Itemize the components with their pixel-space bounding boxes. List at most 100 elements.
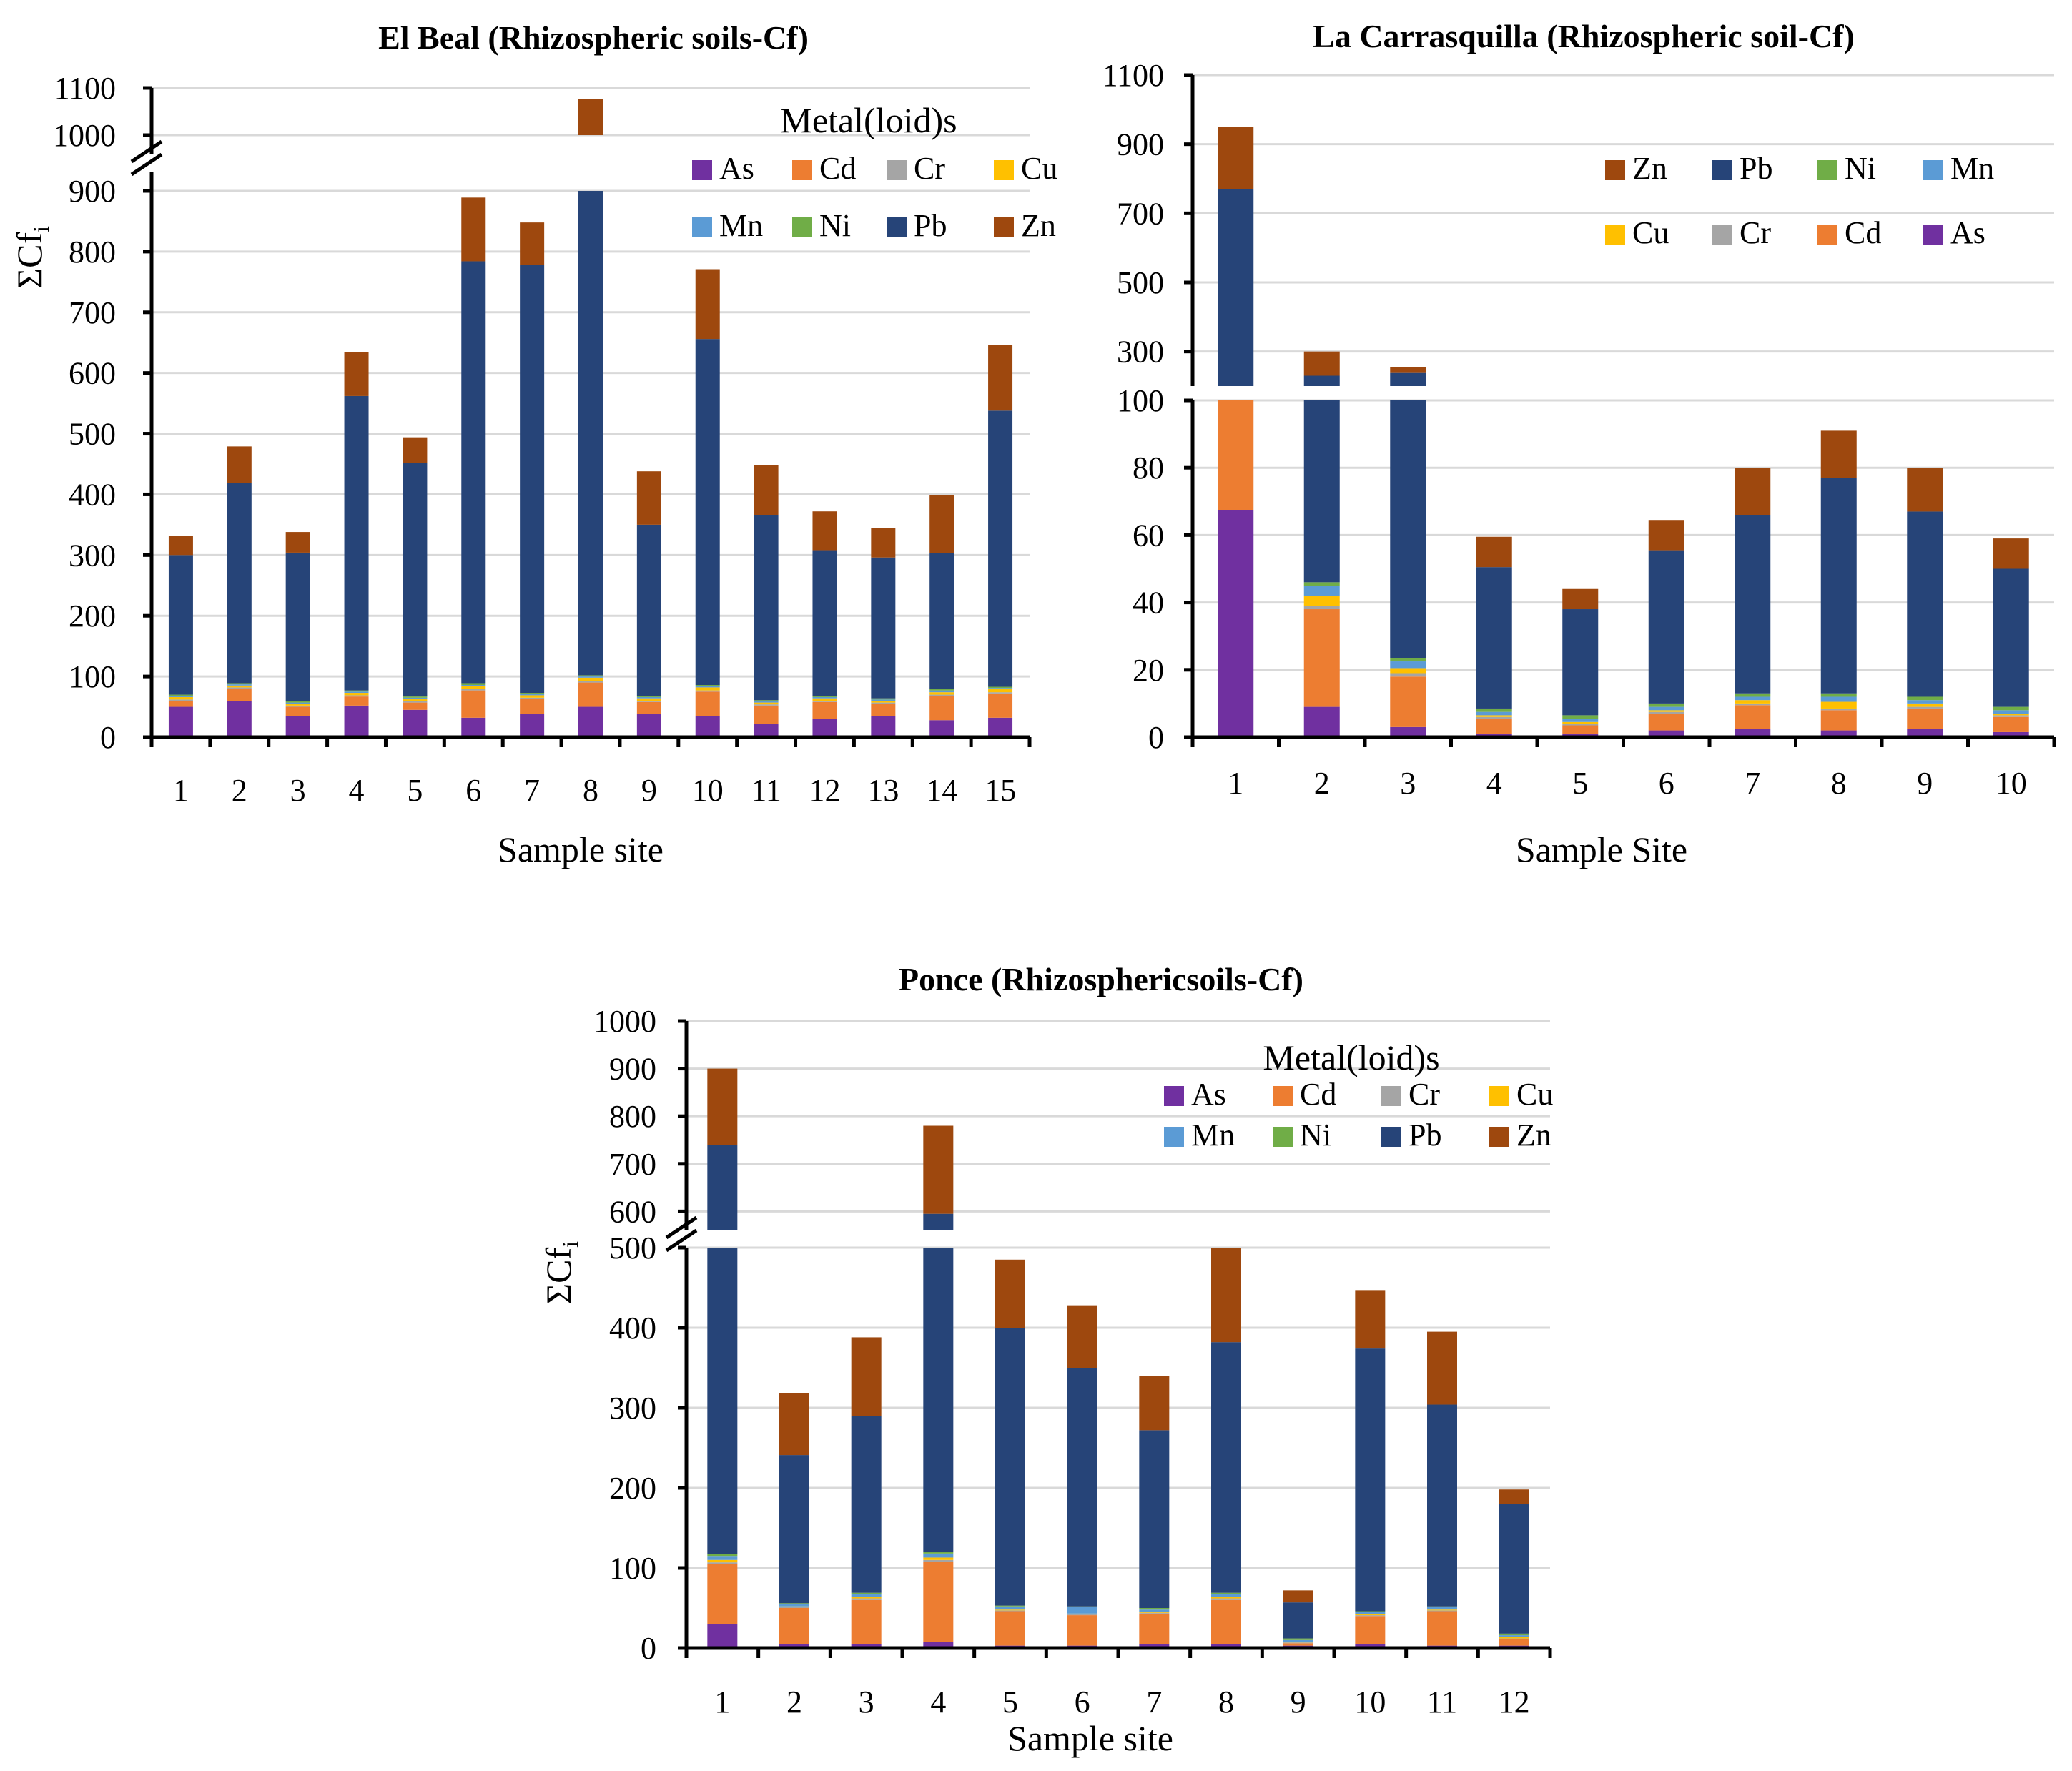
legend-swatch-cd — [1273, 1086, 1293, 1106]
bar-segment-cd — [695, 691, 720, 716]
bar-segment-cr — [779, 1607, 809, 1608]
bar-segment-pb — [1648, 550, 1684, 704]
bar-segment-cu — [344, 693, 369, 696]
bar-segment-cd — [1303, 609, 1340, 707]
bar-segment-cr — [1283, 1642, 1313, 1644]
x-tick-label: 4 — [1486, 766, 1502, 801]
x-tick-label: 10 — [1995, 766, 2027, 801]
bar-segment-mn — [1648, 706, 1684, 711]
x-tick-label: 1 — [173, 773, 189, 808]
bar-segment-cu — [754, 702, 779, 705]
legend-label-mn: Mn — [719, 208, 763, 243]
legend-label-ni: Ni — [1300, 1118, 1331, 1153]
bar-segment-as — [929, 720, 954, 737]
bar-segment-zn — [1427, 1331, 1457, 1405]
legend-label-cr: Cr — [1409, 1077, 1440, 1112]
legend-label-as: As — [1191, 1077, 1226, 1112]
legend-label-cu: Cu — [1021, 151, 1057, 186]
y-tick-label: 300 — [609, 1391, 656, 1426]
bar-segment-zn — [988, 345, 1013, 411]
chart-title: El Beal (Rhizospheric soils-Cf) — [378, 19, 809, 56]
y-tick-label: 700 — [1117, 196, 1164, 231]
bar-segment-ni — [1390, 658, 1426, 662]
bar-segment-ni — [923, 1552, 954, 1554]
bar-segment-cr — [995, 1610, 1025, 1612]
legend-label-as: As — [1950, 215, 1985, 250]
bar-segment-cd — [227, 689, 252, 701]
bar-segment-pb — [1390, 372, 1426, 386]
bar-segment-pb — [1562, 609, 1599, 716]
bar-segment-pb — [1735, 515, 1771, 694]
legend-label-cr: Cr — [1740, 215, 1771, 250]
axis-break-mark — [665, 1215, 698, 1240]
y-tick-label: 100 — [609, 1551, 656, 1586]
bar-segment-cr — [988, 692, 1013, 694]
y-tick-label: 0 — [1148, 720, 1164, 755]
bar-segment-ni — [988, 686, 1013, 689]
bar-segment-cd — [1648, 714, 1684, 731]
x-tick-label: 12 — [809, 773, 840, 808]
bar-segment-cu — [1211, 1597, 1241, 1599]
bar-segment-cd — [1283, 1643, 1313, 1646]
bar-segment-as — [285, 716, 310, 737]
bar-segment-cr — [520, 697, 545, 699]
bar-segment-cu — [578, 677, 603, 681]
y-tick-label: 900 — [1117, 127, 1164, 162]
legend-swatch-pb — [887, 217, 907, 237]
bar-segment-cd — [578, 682, 603, 707]
legend-label-cr: Cr — [914, 151, 945, 186]
x-tick-label: 4 — [349, 773, 365, 808]
bar-segment-pb — [754, 515, 779, 701]
bar-segment-mn — [812, 696, 837, 699]
x-tick-label: 7 — [1745, 766, 1760, 801]
bar-segment-zn — [168, 536, 193, 556]
legend-swatch-cu — [1605, 225, 1625, 245]
y-tick-label: 200 — [609, 1471, 656, 1506]
y-tick-label: 800 — [609, 1099, 656, 1134]
y-tick-label: 500 — [609, 1230, 656, 1266]
bar-segment-cd — [779, 1608, 809, 1644]
bar-segment-zn — [779, 1393, 809, 1456]
bar-segment-cu — [1648, 710, 1684, 712]
bar-segment-ni — [779, 1603, 809, 1604]
bar-segment-as — [636, 714, 661, 737]
x-tick-label: 14 — [926, 773, 957, 808]
bar-segment-as — [1211, 1644, 1241, 1648]
bar-segment-pb — [344, 395, 369, 691]
bar-segment-mn — [871, 699, 896, 701]
y-axis-label: ΣCfi — [538, 1241, 583, 1304]
x-tick-label: 4 — [930, 1684, 946, 1720]
bar-segment-as — [1735, 729, 1771, 737]
legend-swatch-zn — [1489, 1127, 1509, 1147]
bar-segment-mn — [520, 694, 545, 696]
bar-segment-zn — [1218, 127, 1254, 189]
bar-segment-as — [812, 719, 837, 737]
bar-segment-pb — [227, 483, 252, 684]
x-tick-label: 9 — [641, 773, 657, 808]
bar-segment-cu — [1390, 668, 1426, 674]
bar-segment-mn — [1283, 1639, 1313, 1642]
bar-segment-as — [403, 709, 428, 737]
bar-segment-cu — [1562, 721, 1599, 724]
bar-segment-cu — [227, 685, 252, 688]
legend: Zn Pb Ni Mn Cu Cr Cd As — [1605, 151, 1994, 250]
y-tick-label: 900 — [609, 1052, 656, 1087]
bar-segment-cr — [1355, 1615, 1386, 1617]
legend-label-cd: Cd — [819, 151, 856, 186]
bar-segment-pb — [1907, 511, 1943, 697]
bar-segment-ni — [1993, 706, 2029, 711]
bar-segment-ni — [227, 683, 252, 685]
bar-segment-zn — [695, 269, 720, 340]
bar-segment-cr — [871, 702, 896, 704]
bar-segment-ni — [1283, 1638, 1313, 1640]
bar-segment-ni — [707, 1554, 738, 1557]
bar-segment-zn — [1139, 1376, 1170, 1431]
bar-segment-ni — [520, 693, 545, 694]
bar-segment-cr — [1476, 716, 1512, 719]
bar-segment-as — [871, 716, 896, 737]
bar-segment-as — [923, 1642, 954, 1648]
x-tick-label: 6 — [1075, 1684, 1090, 1720]
bar-segment-cd — [1735, 705, 1771, 729]
bar-segment-cu — [1355, 1614, 1386, 1616]
